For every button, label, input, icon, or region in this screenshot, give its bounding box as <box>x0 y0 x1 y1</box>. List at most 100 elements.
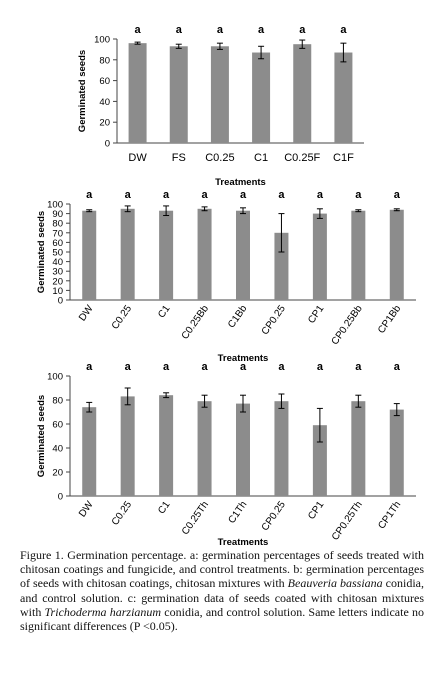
chart-2-bar <box>236 210 250 300</box>
chart-3-significance-letter: a <box>86 361 93 373</box>
chart-1-significance-letter: a <box>258 24 265 36</box>
chart-3-category-label: C1Th <box>226 499 249 525</box>
chart-3-significance-letter: a <box>394 361 401 373</box>
chart-1-bar <box>169 46 188 143</box>
chart-3-x-axis-title: Treatments <box>218 537 269 545</box>
chart-3-category-label: CP1Th <box>376 499 403 531</box>
chart-2-significance-letter: a <box>355 189 362 201</box>
chart-1-bar <box>293 44 312 144</box>
chart-2-category-label: CP1Bb <box>376 303 403 336</box>
chart-2-x-axis-title: Treatments <box>218 353 269 364</box>
chart-3-bar <box>82 407 97 496</box>
chart-1-y-tick-label: 100 <box>94 35 110 46</box>
chart-1-bar <box>210 46 229 143</box>
chart-2-significance-letter: a <box>278 189 285 201</box>
chart-3-category-label: CP0.25 <box>260 499 288 533</box>
chart-3-significance-letter: a <box>317 361 324 373</box>
chart-2-significance-letter: a <box>317 189 324 201</box>
chart-1-y-tick-label: 80 <box>99 55 110 66</box>
chart-3-bar <box>351 401 366 496</box>
chart-2-y-tick-label: 80 <box>52 219 63 230</box>
chart-2-significance-letter: a <box>163 189 170 201</box>
chart-1-x-axis-title: Treatments <box>215 177 266 188</box>
chart-2-y-tick-label: 60 <box>52 238 63 249</box>
chart-2-category-label: CP1 <box>306 303 326 326</box>
chart-2-y-tick-label: 70 <box>52 228 63 239</box>
caption-text-mid: conidia, and control solution. c: germin… <box>20 576 424 619</box>
chart-3-category-label: C1 <box>156 499 173 516</box>
chart-2-y-tick-label: 50 <box>52 248 63 259</box>
chart-1-bar <box>334 52 353 143</box>
chart-1-y-axis-title: Germinated seeds <box>77 50 88 132</box>
caption-text-lead: Figure 1. Germination percentage. a: ger… <box>20 548 424 591</box>
chart-3-bar <box>159 395 174 496</box>
chart-3-y-tick-label: 40 <box>52 444 63 455</box>
chart-3-significance-letter: a <box>278 361 285 373</box>
caption-text-tail: conidia, and control solution. Same lett… <box>20 604 424 634</box>
chart-2-category-label: CP0.25 <box>260 303 288 337</box>
caption-species-trichoderma: Trichoderma harzianum <box>44 604 162 619</box>
chart-3-bar <box>236 403 250 496</box>
chart-3-significance-letter: a <box>163 361 170 373</box>
chart-2-significance-letter: a <box>201 189 208 201</box>
chart-1-significance-letter: a <box>176 24 183 36</box>
chart-3-y-tick-label: 0 <box>58 492 63 503</box>
chart-2-significance-letter: a <box>394 189 401 201</box>
chart-1-y-tick-label: 60 <box>99 76 110 87</box>
chart-3-bar <box>312 425 327 496</box>
chart-1-y-tick-label: 20 <box>99 118 110 129</box>
chart-3-category-label: CP1 <box>306 499 326 522</box>
chart-1-category-label: C1 <box>254 152 268 164</box>
chart-2-y-tick-label: 90 <box>52 209 63 220</box>
chart-2-category-label: C1 <box>156 303 173 320</box>
chart-2-y-tick-label: 30 <box>52 267 63 278</box>
chart-2-y-tick-label: 40 <box>52 257 63 268</box>
chart-1-y-tick-label: 0 <box>105 139 110 150</box>
chart-1-bar <box>128 43 147 143</box>
chart-1-bar <box>252 52 271 143</box>
chart-3-y-tick-label: 80 <box>52 396 63 407</box>
chart-1-category-label: C0.25F <box>284 152 320 164</box>
chart-2-significance-letter: a <box>240 189 247 201</box>
chart-3-category-label: C0.25 <box>110 499 135 528</box>
chart-2-bar <box>389 209 404 300</box>
chart-1-significance-letter: a <box>217 24 224 36</box>
figure-caption: Figure 1. Germination percentage. a: ger… <box>20 548 424 633</box>
chart-1-significance-letter: a <box>299 24 306 36</box>
chart-3-y-tick-label: 60 <box>52 420 63 431</box>
chart-2-y-tick-label: 20 <box>52 276 63 287</box>
chart-1-y-tick-label: 40 <box>99 97 110 108</box>
chart-2-category-label: C0.25Bb <box>180 303 212 342</box>
chart-2-significance-letter: a <box>125 189 132 201</box>
chart-3-y-tick-label: 20 <box>52 468 63 479</box>
caption-species-beauveria: Beauveria bassiana <box>287 576 383 591</box>
chart-1-category-label: DW <box>128 152 147 164</box>
chart-2-y-tick-label: 100 <box>47 200 63 211</box>
chart-2-significance-letter: a <box>86 189 93 201</box>
chart-3-category-label: C0.25Th <box>180 499 211 537</box>
chart-1-category-label: C0.25 <box>205 152 234 164</box>
chart-3-significance-letter: a <box>355 361 362 373</box>
chart-3-y-tick-label: 100 <box>47 372 63 383</box>
chart-2-bar <box>159 210 174 300</box>
chart-2-bar <box>312 213 327 300</box>
chart-3-bar <box>389 409 404 496</box>
chart-3-bar <box>274 401 289 496</box>
chart-3-significance-letter: a <box>201 361 208 373</box>
chart-3-significance-letter: a <box>125 361 132 373</box>
chart-2-bar <box>82 210 97 300</box>
chart-3-significance-letter: a <box>240 361 247 373</box>
chart-1-category-label: FS <box>172 152 186 164</box>
chart-2-category-label: C0.25 <box>110 303 135 332</box>
figure: 020406080100aDWaFSaC0.25aC1aC0.25FaC1FTr… <box>36 24 416 545</box>
chart-3-bar <box>197 401 212 496</box>
chart-2-y-tick-label: 10 <box>52 286 63 297</box>
chart-1-significance-letter: a <box>340 24 347 36</box>
chart-3-y-axis-title: Germinated seeds <box>36 395 47 477</box>
chart-2-y-axis-title: Germinated seeds <box>36 211 47 293</box>
chart-2-category-label: CP0.25Bb <box>330 303 365 347</box>
chart-2-bar <box>274 232 289 300</box>
chart-3-category-label: CP0.25Th <box>330 499 365 542</box>
chart-2-bar <box>197 208 212 300</box>
chart-2-bar <box>351 210 366 300</box>
